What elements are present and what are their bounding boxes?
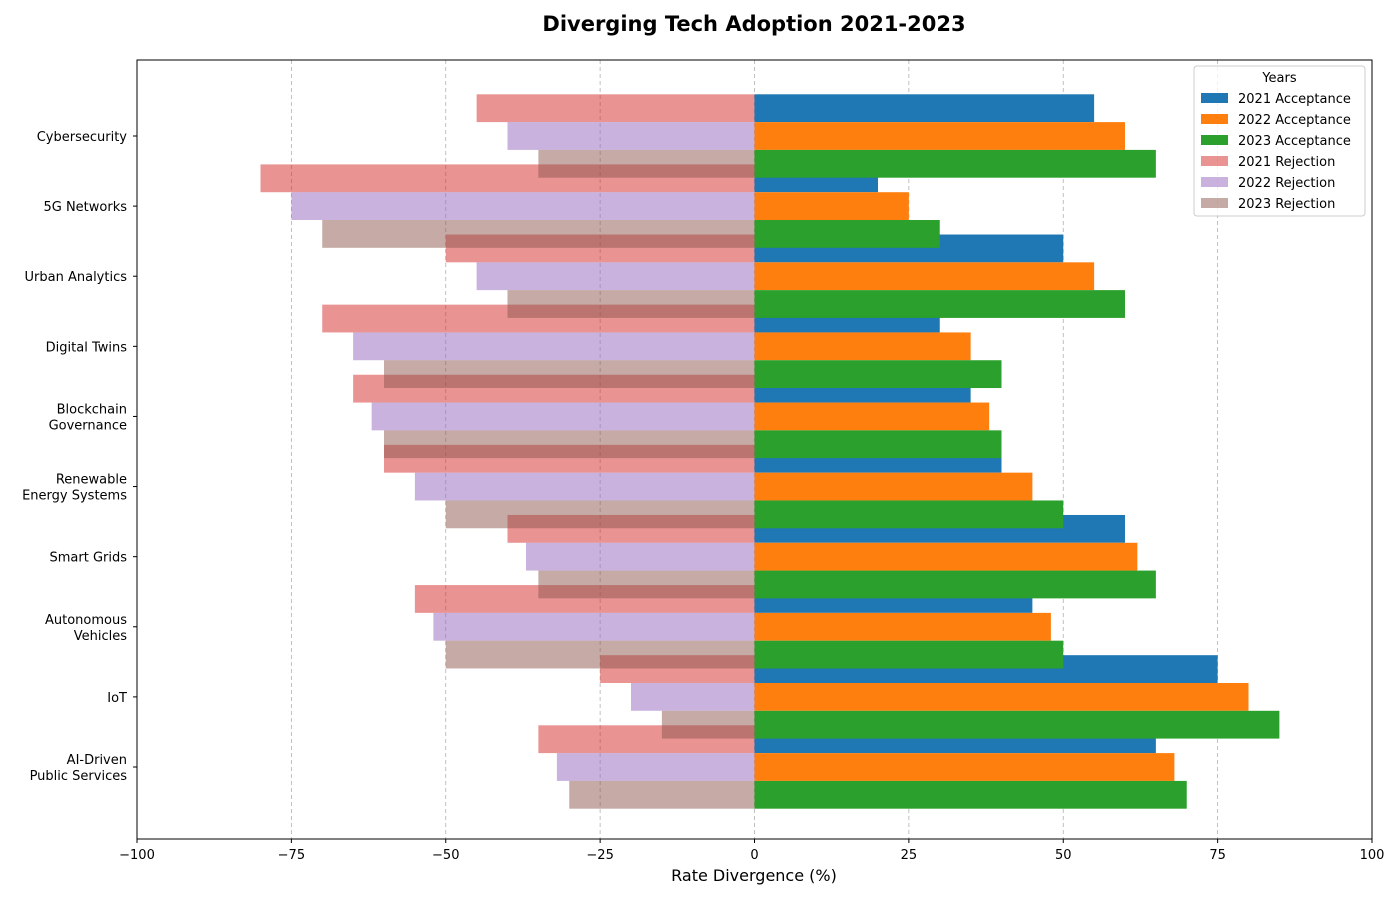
legend-entry: 2021 Acceptance xyxy=(1238,92,1351,107)
legend-entry: 2023 Rejection xyxy=(1238,197,1335,212)
x-axis-ticks: −100 −75 −50 −25 0 25 50 75 100 xyxy=(119,839,1384,863)
bar-2022-rejection xyxy=(291,192,755,221)
legend-swatch xyxy=(1201,93,1228,103)
bar-2023-acceptance xyxy=(754,360,1002,389)
bar-2022-rejection xyxy=(433,612,755,641)
x-tick-label: −25 xyxy=(586,848,613,863)
legend-entry: 2022 Acceptance xyxy=(1238,113,1351,128)
category-label: Autonomous xyxy=(45,613,127,628)
x-tick-label: −75 xyxy=(278,848,305,863)
bar-2022-acceptance xyxy=(754,542,1138,571)
x-tick-label: 25 xyxy=(901,848,918,863)
bar-2023-acceptance xyxy=(754,570,1156,599)
legend-entry: 2022 Rejection xyxy=(1238,176,1335,191)
legend-swatch xyxy=(1201,198,1228,208)
bar-2022-acceptance xyxy=(754,753,1175,781)
category-label: Public Services xyxy=(30,769,128,784)
bar-2022-rejection xyxy=(631,682,755,711)
bar-2022-rejection xyxy=(507,122,755,150)
x-tick-label: 50 xyxy=(1055,848,1072,863)
bars xyxy=(260,94,1280,809)
bar-2023-acceptance xyxy=(754,500,1064,529)
bar-2022-rejection xyxy=(556,753,755,781)
category-label: Smart Grids xyxy=(49,551,127,566)
bar-2021-acceptance xyxy=(754,94,1095,123)
bar-2022-rejection xyxy=(526,542,755,571)
category-label: Cybersecurity xyxy=(37,130,128,145)
category-label: IoT xyxy=(107,691,127,706)
bar-2021-rejection xyxy=(476,94,755,123)
bar-2022-acceptance xyxy=(754,682,1249,711)
bar-2023-acceptance xyxy=(754,149,1156,178)
bar-2023-rejection xyxy=(661,710,755,739)
category-label: Digital Twins xyxy=(46,340,128,355)
y-axis-ticks: Cybersecurity 5G Networks Urban Analytics D… xyxy=(22,130,137,784)
bar-2023-rejection xyxy=(538,570,755,599)
bar-2022-acceptance xyxy=(754,122,1125,150)
bar-2023-rejection xyxy=(507,290,755,318)
legend-entry: 2023 Acceptance xyxy=(1238,134,1351,149)
legend-swatch xyxy=(1201,177,1228,187)
bar-2023-rejection xyxy=(538,149,755,178)
bar-2023-rejection xyxy=(322,220,755,248)
bar-2022-rejection xyxy=(371,402,755,431)
category-label: Blockchain xyxy=(57,402,127,417)
legend-title: Years xyxy=(1261,71,1297,86)
category-label: 5G Networks xyxy=(43,200,127,215)
x-tick-label: 100 xyxy=(1360,848,1385,863)
x-axis-label: Rate Divergence (%) xyxy=(671,866,837,885)
bar-2023-acceptance xyxy=(754,290,1125,318)
category-label: Renewable xyxy=(56,473,127,488)
legend: Years 2021 Acceptance 2022 Acceptance 2023 … xyxy=(1193,65,1366,217)
bar-2022-acceptance xyxy=(754,472,1033,501)
legend-swatch xyxy=(1201,114,1228,124)
x-tick-label: 0 xyxy=(750,848,758,863)
bar-2023-rejection xyxy=(445,500,755,529)
legend-entry: 2021 Rejection xyxy=(1238,155,1335,170)
x-tick-label: 75 xyxy=(1209,848,1226,863)
bar-2023-rejection xyxy=(384,360,755,389)
bar-2023-acceptance xyxy=(754,430,1002,459)
legend-swatch xyxy=(1201,135,1228,145)
bar-2023-rejection xyxy=(445,640,755,669)
category-label: Urban Analytics xyxy=(25,270,128,285)
bar-2022-rejection xyxy=(353,332,755,361)
bar-2023-acceptance xyxy=(754,780,1187,809)
legend-swatch xyxy=(1201,156,1228,166)
bar-2023-rejection xyxy=(569,780,755,809)
bar-2022-acceptance xyxy=(754,262,1095,291)
bar-2022-rejection xyxy=(476,262,755,291)
chart-title: Diverging Tech Adoption 2021-2023 xyxy=(542,12,965,36)
bar-2022-acceptance xyxy=(754,612,1051,641)
legend-box xyxy=(1193,65,1366,217)
bar-2022-acceptance xyxy=(754,332,971,361)
bar-2023-acceptance xyxy=(754,220,940,248)
bar-2022-acceptance xyxy=(754,192,909,221)
bar-2023-acceptance xyxy=(754,640,1064,669)
bar-2023-acceptance xyxy=(754,710,1280,739)
x-tick-label: −50 xyxy=(432,848,459,863)
category-label: Vehicles xyxy=(74,629,127,644)
category-label: AI-Driven xyxy=(67,753,127,768)
bar-2022-rejection xyxy=(414,472,755,501)
bar-2022-acceptance xyxy=(754,402,990,431)
category-label: Governance xyxy=(49,418,127,433)
x-tick-label: −100 xyxy=(119,848,155,863)
bar-2023-rejection xyxy=(384,430,755,459)
category-label: Energy Systems xyxy=(22,489,127,504)
